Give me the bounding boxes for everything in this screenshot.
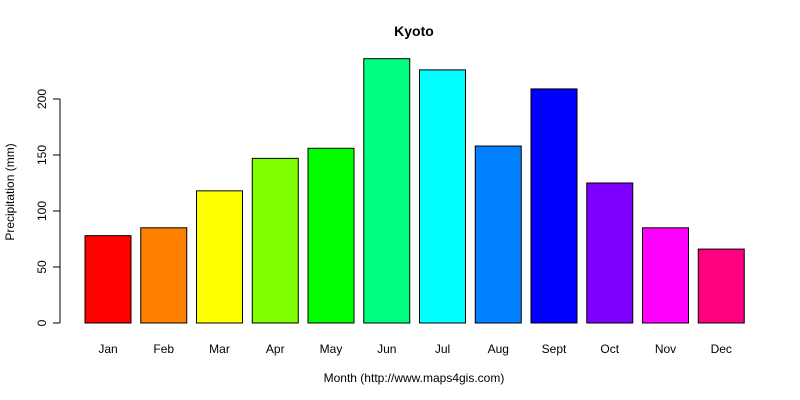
chart-title: Kyoto [394, 23, 434, 39]
bar-mar [196, 190, 243, 324]
y-tick-label: 0 [35, 319, 49, 326]
x-axis-label: Month (http://www.maps4gis.com) [324, 371, 505, 385]
y-tick-label: 150 [35, 145, 49, 165]
y-axis: 0 50 100 150 200 [35, 89, 61, 326]
bar-dec [697, 248, 745, 324]
bar-sept [530, 88, 578, 324]
y-axis-label: Precipitation (mm) [3, 143, 17, 240]
bar-jun [363, 58, 411, 324]
bar-jul [419, 69, 466, 324]
x-tick-label: Oct [600, 342, 619, 356]
bar-feb [140, 227, 188, 324]
bar-nov [642, 227, 689, 324]
x-tick-label: Jan [98, 342, 117, 356]
x-tick-label: Feb [153, 342, 174, 356]
bar-may [307, 147, 355, 324]
x-tick-label: Sept [542, 342, 567, 356]
x-tick-label: Apr [266, 342, 285, 356]
bar-jan [84, 235, 132, 324]
x-tick-label: May [320, 342, 343, 356]
y-tick-label: 50 [35, 260, 49, 274]
x-tick-label: Aug [488, 342, 509, 356]
y-tick-label: 200 [35, 89, 49, 109]
x-tick-label: Jun [377, 342, 396, 356]
x-tick-label: Jul [435, 342, 450, 356]
y-tick-label: 100 [35, 201, 49, 221]
bar-oct [586, 182, 634, 324]
x-tick-label: Mar [209, 342, 230, 356]
x-axis-labels: Jan Feb Mar Apr May Jun Jul Aug Sept Oct Nov Dec [98, 342, 732, 356]
bar-apr [251, 157, 299, 324]
bar-aug [474, 145, 522, 324]
x-tick-label: Dec [711, 342, 732, 356]
bars [84, 58, 745, 324]
x-tick-label: Nov [655, 342, 676, 356]
